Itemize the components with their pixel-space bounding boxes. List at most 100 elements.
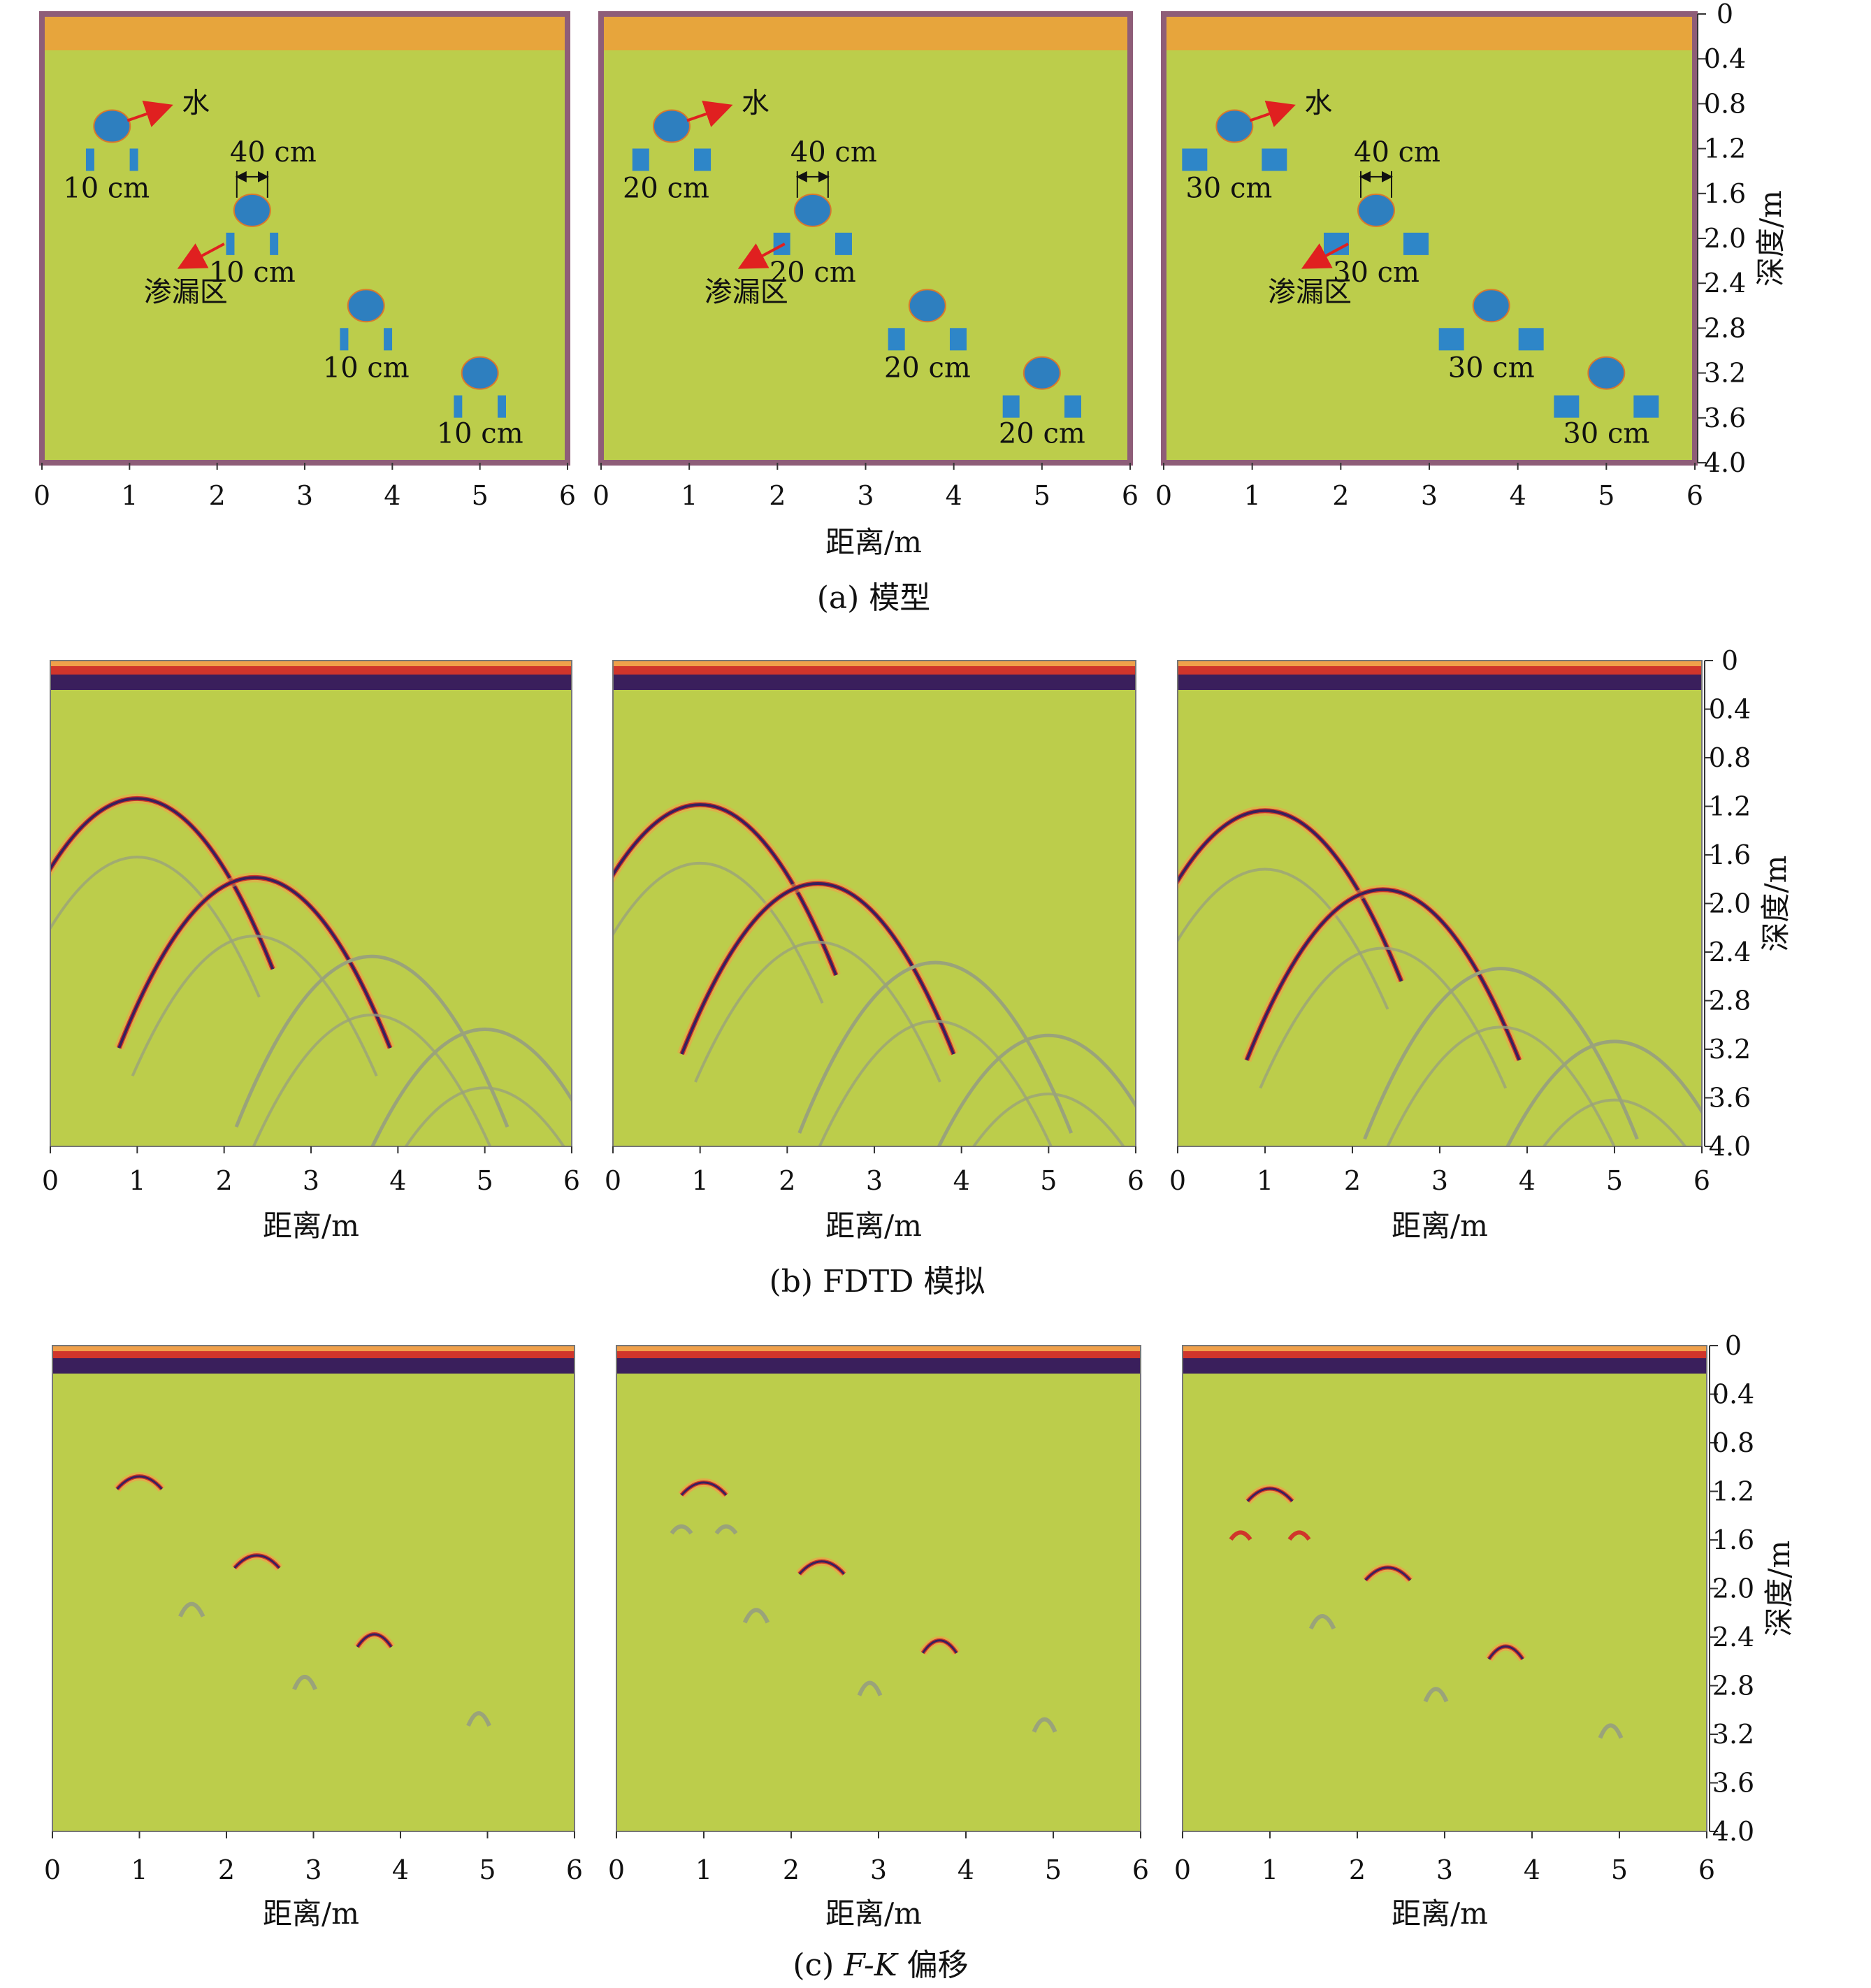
- y-tick-label: 0: [1725, 1330, 1742, 1361]
- direct-wave: [613, 666, 1136, 675]
- caption-c: (c) F-K 偏移: [793, 1947, 968, 1983]
- fdtd-content: [50, 661, 572, 1146]
- surface-layer: [1166, 17, 1692, 50]
- focus-faint: [1598, 1723, 1624, 1739]
- x-tick-label: 6: [1698, 1854, 1715, 1885]
- water-target: [652, 109, 691, 143]
- focus-faint: [742, 1608, 770, 1624]
- direct-wave: [1178, 666, 1702, 675]
- leak-block: [888, 328, 905, 351]
- direct-wave: [613, 661, 1136, 666]
- y-tick-label: 2.4: [1709, 937, 1751, 967]
- y-tick-label: 1.6: [1704, 178, 1746, 209]
- x-tick-label: 1: [131, 1854, 147, 1885]
- leak-block: [384, 328, 393, 351]
- x-tick-label: 4: [1519, 1165, 1536, 1196]
- direct-wave: [613, 675, 1136, 690]
- fdtd-panel-1: [50, 660, 572, 1147]
- x-tick-label: 4: [384, 480, 400, 511]
- x-tick-label: 3: [296, 480, 313, 511]
- focus-faint: [1032, 1717, 1057, 1733]
- focus-core: [1246, 1488, 1294, 1502]
- x-tick-label: 5: [1606, 1165, 1623, 1196]
- focus-core: [922, 1639, 958, 1654]
- focus-faint: [292, 1674, 317, 1691]
- direct-wave: [616, 1346, 1141, 1351]
- leak-block: [340, 328, 349, 351]
- gap-label: 40 cm: [1354, 136, 1440, 168]
- x-tick-label: 2: [1344, 1165, 1361, 1196]
- model-medium: [1161, 11, 1698, 466]
- y-tick-label: 4.0: [1709, 1131, 1751, 1162]
- model-panel-2: 20 cm 20 cm 20 cm 20 cm 水 40 cm 渗漏区: [598, 11, 1133, 466]
- x-tick-label: 3: [857, 480, 874, 511]
- x-tick-label: 6: [566, 1854, 583, 1885]
- x-tick-label: 1: [1244, 480, 1261, 511]
- x-tick-label: 3: [870, 1854, 887, 1885]
- y-tick-label: 2.0: [1712, 1573, 1754, 1604]
- water-arrow: [686, 101, 733, 127]
- spacing-label: 20 cm: [623, 173, 709, 205]
- y-tick-label: 2.8: [1712, 1671, 1754, 1701]
- spacing-label: 20 cm: [999, 418, 1085, 450]
- direct-wave: [616, 1358, 1141, 1374]
- x-tick-label: 2: [779, 1165, 795, 1196]
- x-tick-label: 0: [1169, 1165, 1186, 1196]
- leak-label: 渗漏区: [705, 276, 788, 308]
- spacing-label: 10 cm: [63, 173, 150, 205]
- hyperbola-faint: [1505, 1039, 1702, 1146]
- hyperbola-secondary: [131, 935, 378, 1077]
- hyperbola-secondary: [613, 862, 824, 1004]
- x-tick-label: 1: [129, 1165, 145, 1196]
- hyperbola-core: [680, 882, 955, 1055]
- x-tick-label: 4: [958, 1854, 974, 1885]
- x-tick-label: 4: [1510, 480, 1526, 511]
- gap-label: 40 cm: [230, 136, 317, 168]
- spacing-label: 10 cm: [323, 352, 410, 384]
- water-label: 水: [1304, 87, 1332, 120]
- fdtd-content: [1178, 661, 1702, 1146]
- spacing-label: 30 cm: [1448, 352, 1535, 384]
- leak-block: [1064, 395, 1081, 418]
- leak-arrow: [1301, 243, 1349, 269]
- fdtd-background: [613, 661, 1136, 1146]
- y-tick-label: 2.0: [1704, 223, 1746, 254]
- leak-block: [835, 232, 852, 255]
- x-tick-label: 6: [1127, 1165, 1144, 1196]
- hyperbola-secondary: [971, 1093, 1125, 1146]
- fk-background: [616, 1346, 1141, 1831]
- hyperbola-core: [117, 876, 392, 1049]
- direct-wave: [52, 1351, 575, 1358]
- spacing-label: 30 cm: [1185, 173, 1272, 205]
- caption-c-suffix: 偏移: [897, 1947, 969, 1983]
- spacing-label: 10 cm: [437, 418, 523, 450]
- model-medium: [598, 11, 1133, 466]
- focus-core: [233, 1554, 280, 1569]
- focus-faint: [1423, 1687, 1449, 1703]
- focus-core: [680, 1481, 728, 1496]
- x-tick-label: 2: [216, 1165, 233, 1196]
- focus-core: [356, 1633, 393, 1648]
- y-tick-label: 3.6: [1704, 403, 1746, 433]
- water-target: [1472, 289, 1510, 323]
- water-arrow: [127, 101, 173, 127]
- x-tick-label: 2: [1349, 1854, 1366, 1885]
- y-tick-label: 2.8: [1709, 986, 1751, 1016]
- x-tick-label: 2: [783, 1854, 800, 1885]
- surface-layer: [604, 17, 1127, 50]
- leak-block: [85, 148, 94, 171]
- x-tick-label: 3: [1421, 480, 1438, 511]
- x-tick-label: 2: [1332, 480, 1349, 511]
- leak-lobe: [1287, 1530, 1311, 1541]
- direct-wave: [52, 1358, 575, 1374]
- hyperbola-faint: [937, 1033, 1136, 1146]
- y-tick-label: 3.2: [1704, 358, 1746, 389]
- gap-label: 40 cm: [790, 136, 877, 168]
- y-tick-label: 0.8: [1712, 1427, 1754, 1458]
- hyperbola-secondary: [694, 941, 941, 1083]
- y-axis-label: 深度/m: [1754, 190, 1788, 287]
- x-tick-label: 4: [953, 1165, 970, 1196]
- x-tick-label: 1: [121, 480, 138, 511]
- direct-wave: [52, 1346, 575, 1351]
